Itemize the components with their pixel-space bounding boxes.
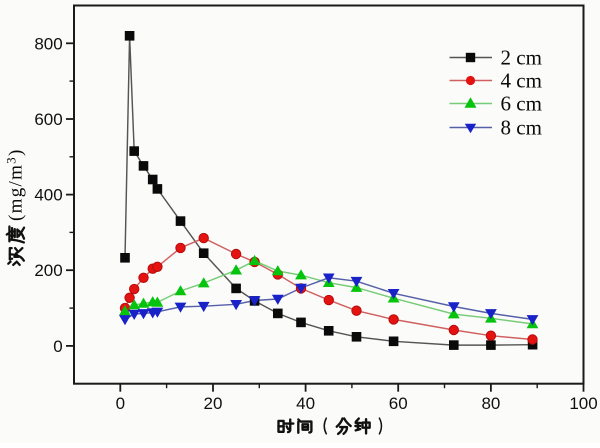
svg-text:400: 400 <box>34 186 62 205</box>
svg-text:80: 80 <box>481 394 500 413</box>
svg-text:600: 600 <box>34 110 62 129</box>
svg-text:100: 100 <box>569 394 597 413</box>
svg-text:6 cm: 6 cm <box>501 91 542 115</box>
svg-text:40: 40 <box>296 394 315 413</box>
svg-text:60: 60 <box>389 394 408 413</box>
svg-text:200: 200 <box>34 261 62 280</box>
svg-text:4 cm: 4 cm <box>501 68 542 92</box>
svg-text:0: 0 <box>116 394 125 413</box>
svg-text:0: 0 <box>53 337 62 356</box>
svg-text:800: 800 <box>34 34 62 53</box>
svg-text:20: 20 <box>204 394 223 413</box>
svg-text:2 cm: 2 cm <box>501 45 542 69</box>
svg-text:8 cm: 8 cm <box>501 115 542 139</box>
svg-text:(mg/m3): (mg/m3) <box>4 148 27 221</box>
